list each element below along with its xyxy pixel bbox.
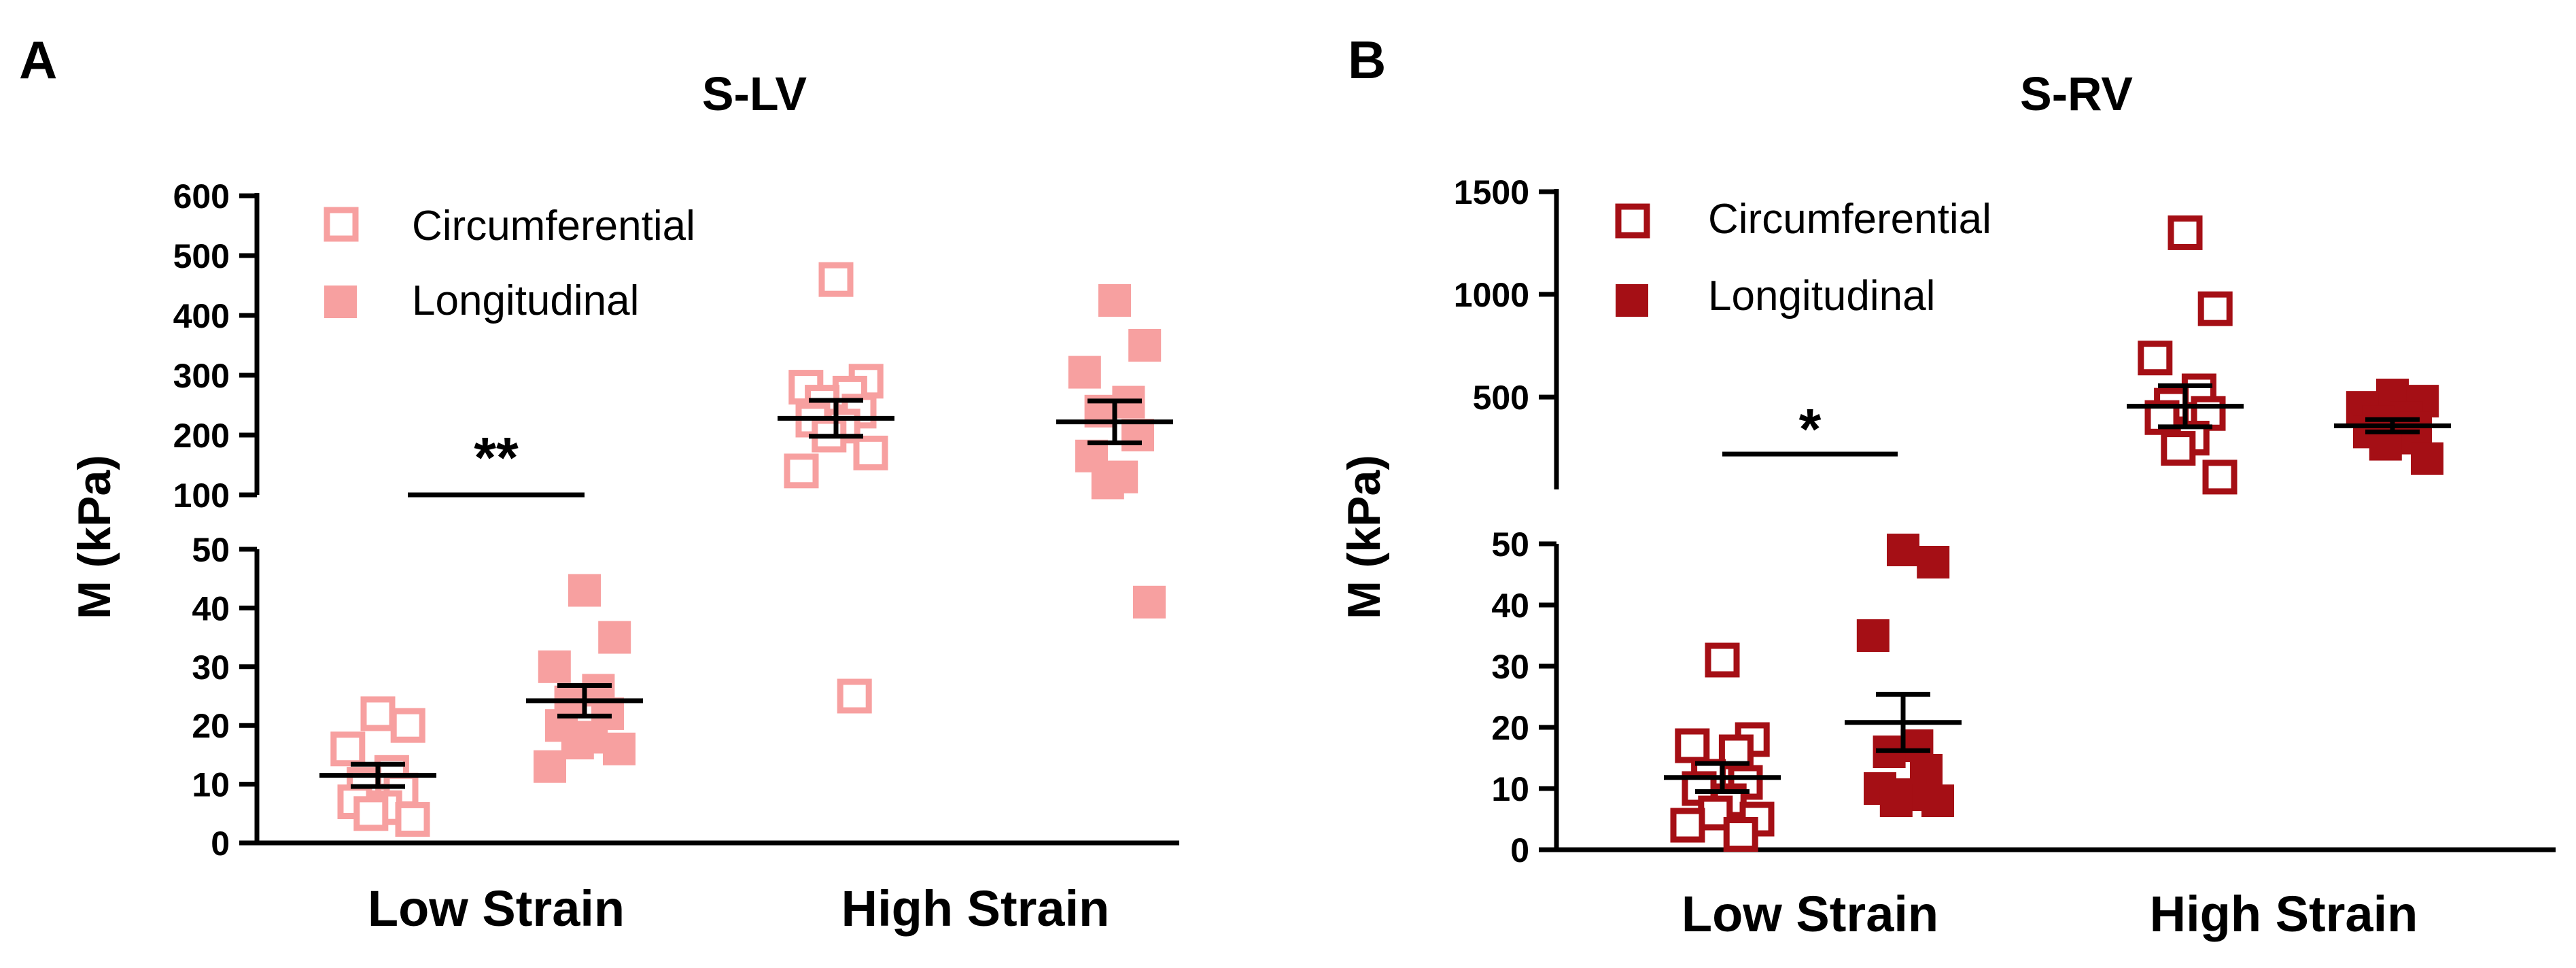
error-bars — [1664, 383, 2451, 794]
y-tick-label: 20 — [1491, 709, 1529, 747]
legend: Circumferential Longitudinal — [324, 203, 695, 324]
data-point-longitudinal — [598, 621, 631, 654]
panel-letter: B — [1348, 30, 1386, 90]
y-axis-label: M (kPa) — [1338, 455, 1390, 619]
y-tick-label: 10 — [192, 766, 230, 804]
lower-y-ticks: 0 10 20 30 40 50 — [1491, 525, 1556, 869]
legend-label-circumferential: Circumferential — [1708, 196, 1991, 243]
y-tick-label: 50 — [192, 531, 230, 569]
y-tick-label: 500 — [1473, 379, 1529, 417]
y-tick-label: 40 — [192, 589, 230, 627]
y-tick-label: 50 — [1491, 525, 1529, 564]
legend-marker-circumferential — [324, 207, 359, 242]
data-point-longitudinal — [568, 574, 601, 607]
data-point-circumferential — [784, 453, 819, 489]
x-category-high-strain: High Strain — [2150, 886, 2418, 942]
y-tick-label: 30 — [192, 649, 230, 687]
legend-label-longitudinal: Longitudinal — [1708, 273, 1935, 319]
x-category-low-strain: Low Strain — [1682, 886, 1938, 942]
legend-label-circumferential: Circumferential — [412, 203, 695, 249]
data-point-longitudinal — [1128, 329, 1162, 362]
data-point-circumferential — [818, 262, 854, 297]
significance-stars: * — [1799, 397, 1822, 461]
chart-title: S-LV — [702, 67, 807, 120]
upper-y-ticks: 500 1000 1500 — [1454, 173, 1556, 417]
y-axis-label: M (kPa) — [69, 455, 120, 619]
data-point-longitudinal — [1879, 784, 1913, 817]
significance-annotation: * — [1722, 397, 1898, 461]
data-point-longitudinal — [534, 750, 566, 783]
y-tick-label: 300 — [173, 357, 230, 395]
data-point-longitudinal — [1887, 534, 1919, 566]
data-point-longitudinal — [1917, 546, 1950, 578]
legend-marker-circumferential — [1615, 203, 1650, 239]
y-tick-label: 100 — [173, 477, 230, 515]
significance-annotation: ** — [408, 426, 585, 498]
y-tick-label: 1000 — [1454, 276, 1529, 314]
data-point-circumferential — [2161, 431, 2196, 466]
y-tick-label: 200 — [173, 417, 230, 455]
y-tick-label: 500 — [173, 237, 230, 275]
data-point-circumferential — [1670, 808, 1705, 843]
data-point-circumferential — [837, 678, 872, 714]
upper-y-ticks: 100 200 300 400 500 600 — [173, 177, 257, 515]
panel-b: B S-RV M (kPa) 500 1000 1500 0 10 20 30 40 50 C… — [1338, 30, 2556, 942]
data-point-circumferential — [390, 708, 425, 743]
data-point-longitudinal — [603, 732, 636, 765]
data-point-circumferential — [1723, 817, 1758, 852]
data-point-circumferential — [2202, 460, 2238, 495]
axes — [1554, 189, 2556, 852]
data-point-circumferential — [2168, 215, 2203, 250]
legend-marker-longitudinal — [1616, 284, 1648, 317]
data-point-circumferential — [330, 731, 366, 767]
y-tick-label: 0 — [211, 825, 230, 863]
error-bars — [319, 398, 1173, 789]
y-tick-label: 20 — [192, 707, 230, 745]
data-point-longitudinal — [1856, 619, 1890, 652]
data-point-circumferential — [1675, 728, 1710, 763]
data-point-circumferential — [2197, 291, 2233, 326]
panel-letter: A — [19, 30, 57, 90]
panel-a: A S-LV M (kPa) 100 200 300 400 500 600 0 10 20 3… — [19, 30, 1179, 937]
data-point-longitudinal — [538, 650, 571, 683]
data-point-longitudinal — [1068, 356, 1101, 389]
data-point-circumferential — [2138, 341, 2173, 376]
axes — [254, 193, 1179, 846]
data-point-circumferential — [353, 796, 389, 831]
y-tick-label: 400 — [173, 297, 230, 335]
legend-label-longitudinal: Longitudinal — [412, 277, 639, 324]
data-point-circumferential — [395, 801, 430, 837]
data-point-longitudinal — [1133, 585, 1166, 619]
data-point-longitudinal — [561, 727, 594, 760]
data-point-longitudinal — [2411, 442, 2443, 475]
lower-y-ticks: 0 10 20 30 40 50 — [192, 531, 257, 863]
data-point-circumferential — [853, 435, 888, 470]
data-points — [330, 262, 1166, 837]
legend: Circumferential Longitudinal — [1615, 196, 1991, 319]
y-tick-label: 30 — [1491, 648, 1529, 686]
data-point-longitudinal — [1091, 466, 1124, 500]
y-tick-label: 40 — [1491, 587, 1529, 625]
y-tick-label: 600 — [173, 177, 230, 215]
chart-title: S-RV — [2020, 67, 2133, 120]
y-tick-label: 0 — [1510, 831, 1529, 869]
data-point-circumferential — [1705, 642, 1740, 678]
x-category-low-strain: Low Strain — [368, 880, 625, 937]
data-point-longitudinal — [1098, 284, 1131, 317]
legend-marker-longitudinal — [324, 286, 357, 318]
y-tick-label: 1500 — [1454, 173, 1529, 211]
x-category-high-strain: High Strain — [841, 880, 1110, 937]
data-point-longitudinal — [1921, 784, 1954, 817]
y-tick-label: 10 — [1491, 770, 1529, 808]
significance-stars: ** — [474, 426, 519, 489]
data-point-circumferential — [360, 696, 396, 731]
